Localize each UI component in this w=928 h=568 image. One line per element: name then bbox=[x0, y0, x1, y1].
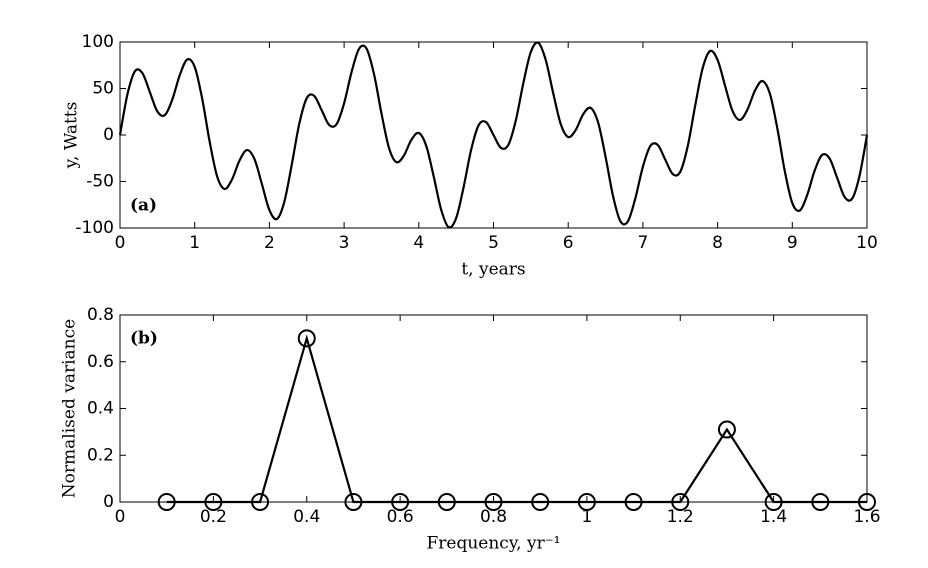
y-tick-label: -100 bbox=[75, 218, 114, 238]
data-line bbox=[118, 41, 869, 229]
marker bbox=[577, 493, 596, 511]
data-line bbox=[166, 334, 867, 504]
x-axis-label: t, years bbox=[461, 260, 525, 280]
x-tick-label: 1 bbox=[189, 233, 200, 253]
y-tick-label: -50 bbox=[86, 172, 114, 192]
panel-label: (b) bbox=[130, 329, 158, 349]
x-tick-label: 5 bbox=[488, 233, 499, 253]
y-tick-label: 0.8 bbox=[87, 305, 114, 325]
y-axis-label: y, Watts bbox=[62, 102, 82, 170]
x-tick-label: 0.2 bbox=[200, 507, 227, 527]
marker bbox=[437, 493, 456, 511]
marker bbox=[717, 420, 736, 439]
x-tick-label: 0.8 bbox=[480, 507, 507, 527]
marker bbox=[157, 493, 176, 511]
x-tick-label: 3 bbox=[339, 233, 350, 253]
marker bbox=[204, 493, 223, 511]
marker bbox=[811, 493, 830, 511]
x-tick-label: 6 bbox=[563, 233, 574, 253]
marker bbox=[344, 493, 363, 511]
marker bbox=[484, 493, 503, 511]
x-tick-label: 10 bbox=[856, 233, 878, 253]
y-tick-label: 0 bbox=[103, 125, 114, 145]
marker bbox=[297, 329, 316, 348]
x-axis-label: Frequency, yr⁻¹ bbox=[426, 534, 560, 554]
marker bbox=[391, 493, 410, 511]
y-tick-label: 0.6 bbox=[87, 352, 114, 372]
x-tick-label: 1.6 bbox=[853, 507, 880, 527]
marker bbox=[858, 493, 876, 511]
x-tick-label: 0.6 bbox=[387, 507, 414, 527]
x-tick-label: 0.4 bbox=[293, 507, 320, 527]
x-tick-label: 4 bbox=[413, 233, 424, 253]
y-tick-label: 100 bbox=[82, 32, 114, 52]
y-axis-label: Normalised variance bbox=[60, 319, 80, 498]
x-tick-label: 9 bbox=[787, 233, 798, 253]
y-tick-label: 0.2 bbox=[87, 445, 114, 465]
y-tick-label: 0 bbox=[103, 492, 114, 512]
x-tick-label: 1.4 bbox=[760, 507, 787, 527]
marker bbox=[251, 493, 270, 511]
panel-label: (a) bbox=[130, 196, 157, 216]
x-tick-label: 2 bbox=[264, 233, 275, 253]
x-tick-label: 0 bbox=[115, 507, 126, 527]
y-tick-label: 0.4 bbox=[87, 399, 114, 419]
x-tick-label: 7 bbox=[637, 233, 648, 253]
marker bbox=[624, 493, 643, 511]
x-tick-label: 8 bbox=[712, 233, 723, 253]
y-tick-label: 50 bbox=[92, 79, 114, 99]
x-tick-label: 0 bbox=[115, 233, 126, 253]
marker bbox=[764, 493, 783, 511]
x-tick-label: 1 bbox=[581, 507, 592, 527]
marker bbox=[531, 493, 550, 511]
marker bbox=[671, 493, 690, 511]
x-tick-label: 1.2 bbox=[667, 507, 694, 527]
